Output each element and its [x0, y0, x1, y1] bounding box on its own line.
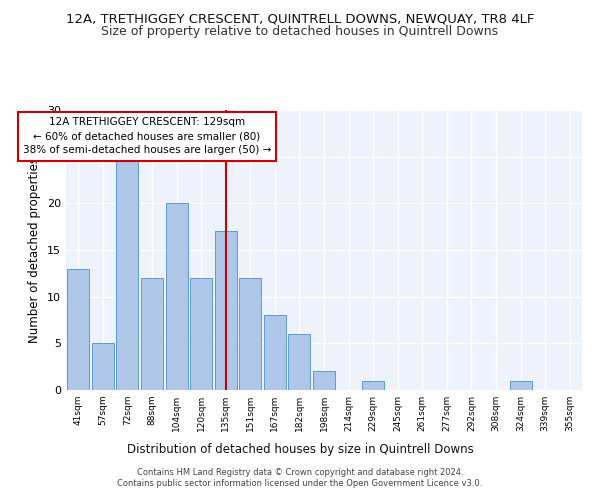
Text: 12A, TRETHIGGEY CRESCENT, QUINTRELL DOWNS, NEWQUAY, TR8 4LF: 12A, TRETHIGGEY CRESCENT, QUINTRELL DOWN…	[66, 12, 534, 26]
Text: Contains HM Land Registry data © Crown copyright and database right 2024.
Contai: Contains HM Land Registry data © Crown c…	[118, 468, 482, 487]
Bar	[116, 156, 139, 390]
Bar	[264, 316, 286, 390]
Bar	[141, 278, 163, 390]
Bar	[313, 372, 335, 390]
Bar	[509, 380, 532, 390]
Bar	[190, 278, 212, 390]
Bar	[362, 380, 384, 390]
Bar	[289, 334, 310, 390]
Bar	[67, 268, 89, 390]
Bar	[239, 278, 262, 390]
Y-axis label: Number of detached properties: Number of detached properties	[28, 157, 41, 343]
Bar	[92, 344, 114, 390]
Text: Size of property relative to detached houses in Quintrell Downs: Size of property relative to detached ho…	[101, 25, 499, 38]
Text: 12A TRETHIGGEY CRESCENT: 129sqm
← 60% of detached houses are smaller (80)
38% of: 12A TRETHIGGEY CRESCENT: 129sqm ← 60% of…	[23, 118, 271, 156]
Bar	[166, 204, 188, 390]
Bar	[215, 232, 237, 390]
Text: Distribution of detached houses by size in Quintrell Downs: Distribution of detached houses by size …	[127, 442, 473, 456]
